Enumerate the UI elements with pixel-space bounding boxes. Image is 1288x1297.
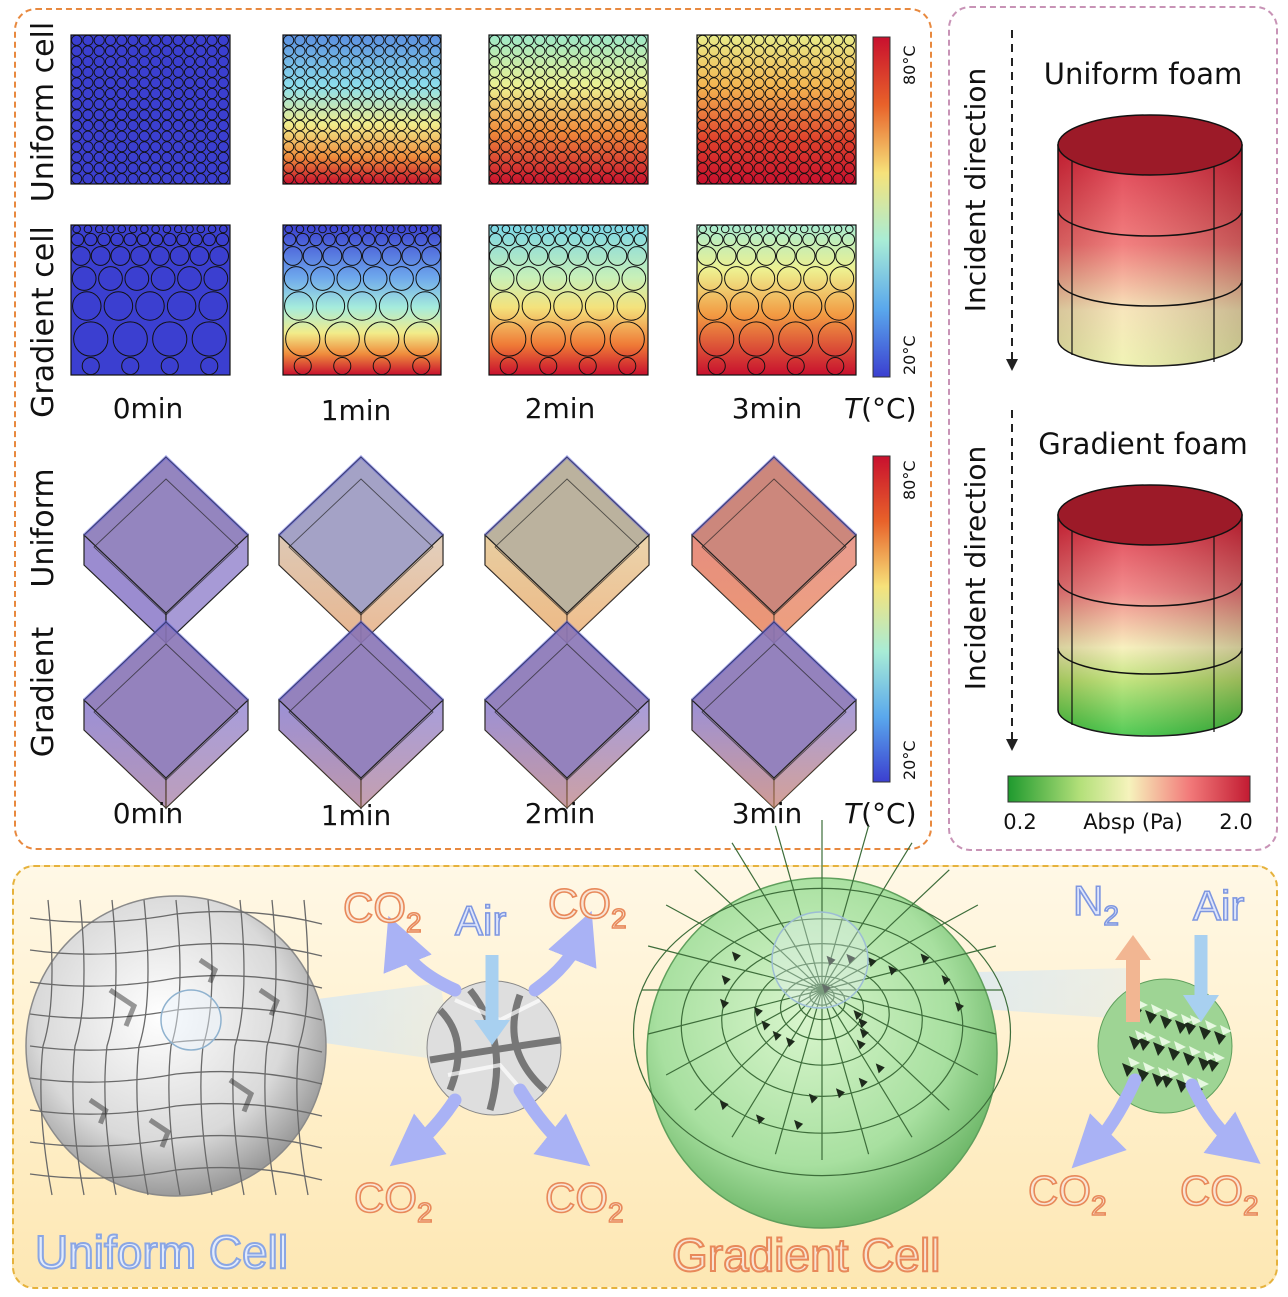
- uniform-foam-cylinder: [1057, 114, 1243, 367]
- colorbar-bottom-min: 20°C: [900, 740, 919, 780]
- colorbar-top-min: 20°C: [900, 335, 919, 375]
- absorption-colorbar-min: 0.2: [1003, 810, 1036, 834]
- gradient-cell-sphere: [632, 820, 1012, 1229]
- time-label-3min-bottom: 3min: [732, 797, 803, 830]
- heatmap-uniform-3min: [696, 34, 857, 185]
- time-label-0min-bottom: 0min: [113, 797, 184, 830]
- uniform-gas-labels: CO2 CO2 CO2 CO2: [342, 879, 627, 1229]
- row-label-gradient-cell: Gradient cell: [26, 226, 61, 418]
- n2-label: N2: [1073, 877, 1119, 931]
- time-label-1min-bottom: 1min: [321, 799, 392, 832]
- heatmap-uniform-2min: [488, 34, 649, 185]
- heatmap-uniform-1min: [282, 34, 442, 185]
- row-label-uniform: Uniform: [26, 468, 61, 587]
- uniform-foam-title: Uniform foam: [1044, 57, 1242, 91]
- gradient-gas-labels: CO2 CO2: [1027, 1166, 1259, 1222]
- absorption-colorbar: [1007, 775, 1251, 803]
- co2-label-bl: CO2: [354, 1174, 433, 1228]
- uniform-air-arrowhead: [474, 1020, 510, 1045]
- gradient-foam-cylinder: [1057, 484, 1243, 737]
- heatmap-gradient-2min: [488, 224, 649, 376]
- temp-axis-label-bottom: T(°C): [844, 797, 917, 830]
- colorbar-top-max: 80°C: [900, 45, 919, 85]
- co2-label-tr: CO2: [548, 880, 627, 934]
- uniform-cell-title: Uniform Cell: [35, 1226, 288, 1278]
- absorption-colorbar-label: Absp (Pa): [1083, 810, 1183, 834]
- gradient-air-arrowhead: [1183, 995, 1219, 1022]
- co2-label-tl: CO2: [343, 884, 422, 938]
- gradient-cell-row: [70, 224, 857, 376]
- gradient-foam-title: Gradient foam: [1038, 427, 1247, 461]
- uniform-gas-flow-arrows: [383, 910, 597, 1167]
- gradient-gas-flow-arrows: [1071, 1073, 1261, 1169]
- gradient-air-label: Air: [1193, 882, 1244, 929]
- time-label-2min-top: 2min: [525, 392, 596, 425]
- heatmap-gradient-1min: [282, 224, 442, 376]
- incident-label-bottom: Incident direction: [959, 446, 992, 691]
- uniform-zoom-beam: [218, 983, 455, 1062]
- n2-arrowhead: [1115, 935, 1151, 960]
- uniform-cell-pores: [71, 34, 855, 185]
- uniform-cell-sphere: [25, 895, 327, 1197]
- temperature-colorbar-top: [872, 36, 891, 378]
- time-label-1min-top: 1min: [321, 394, 392, 427]
- co2-label-gradient-left: CO2: [1028, 1167, 1107, 1221]
- temperature-panel: [14, 8, 932, 850]
- time-label-2min-bottom: 2min: [525, 797, 596, 830]
- row-label-gradient: Gradient: [26, 626, 61, 757]
- time-label-3min-top: 3min: [732, 392, 803, 425]
- slab-models: [82, 454, 858, 810]
- absorption-colorbar-max: 2.0: [1219, 810, 1252, 834]
- gradient-cell-pores: [70, 224, 856, 376]
- temperature-colorbar-bottom: [872, 455, 891, 783]
- heatmap-gradient-3min: [696, 224, 857, 376]
- absorption-panel: [948, 6, 1278, 851]
- colorbar-bottom-max: 80°C: [900, 460, 919, 500]
- temp-axis-label-top: T(°C): [844, 392, 917, 425]
- incident-label-top: Incident direction: [959, 68, 992, 313]
- time-label-0min-top: 0min: [113, 392, 184, 425]
- row-label-uniform-cell: Uniform cell: [26, 22, 61, 202]
- heatmap-uniform-0min: [70, 34, 231, 185]
- co2-label-gradient-right: CO2: [1180, 1167, 1259, 1221]
- gradient-cell-title: Gradient Cell: [672, 1229, 940, 1281]
- uniform-cell-row: [70, 34, 857, 185]
- co2-label-br: CO2: [545, 1174, 624, 1228]
- uniform-air-label: Air: [455, 897, 506, 944]
- heatmap-gradient-0min: [70, 224, 231, 376]
